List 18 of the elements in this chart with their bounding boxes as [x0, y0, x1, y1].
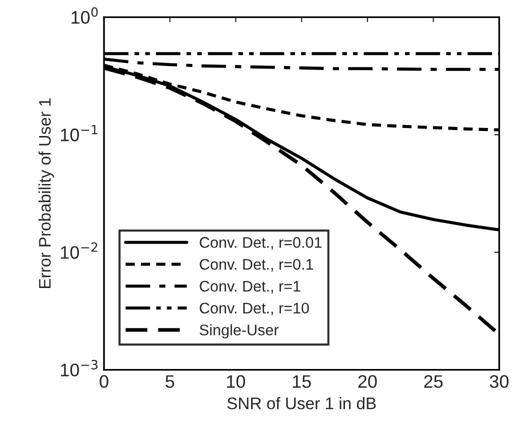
legend-label: Conv. Det., r=0.01 [200, 237, 322, 250]
x-tick-label: 30 [490, 375, 509, 388]
y-tick-label: 10$^{−3}$ [60, 360, 98, 376]
x-tick-label: 25 [424, 375, 443, 388]
x-tick-label: 10 [227, 375, 246, 388]
y-axis-title: Error Probability of User 1 [38, 98, 54, 288]
legend-label: Conv. Det., r=10 [200, 302, 309, 316]
x-tick-label: 15 [292, 375, 311, 388]
x-tick-label: 5 [166, 375, 174, 388]
legend-label: Conv. Det., r=1 [200, 280, 300, 294]
y-tick-label: 10$^{−2}$ [60, 242, 98, 259]
legend-label: Single-User [200, 324, 279, 338]
x-tick-label: 20 [358, 375, 377, 388]
y-tick-label: 10$^{0}$ [72, 7, 98, 24]
legend-label: Conv. Det., r=0.1 [200, 258, 314, 272]
x-axis-title: SNR of User 1 in dB [227, 397, 376, 410]
y-tick-label: 10$^{−1}$ [60, 125, 98, 142]
x-tick-label: 0 [100, 375, 108, 388]
